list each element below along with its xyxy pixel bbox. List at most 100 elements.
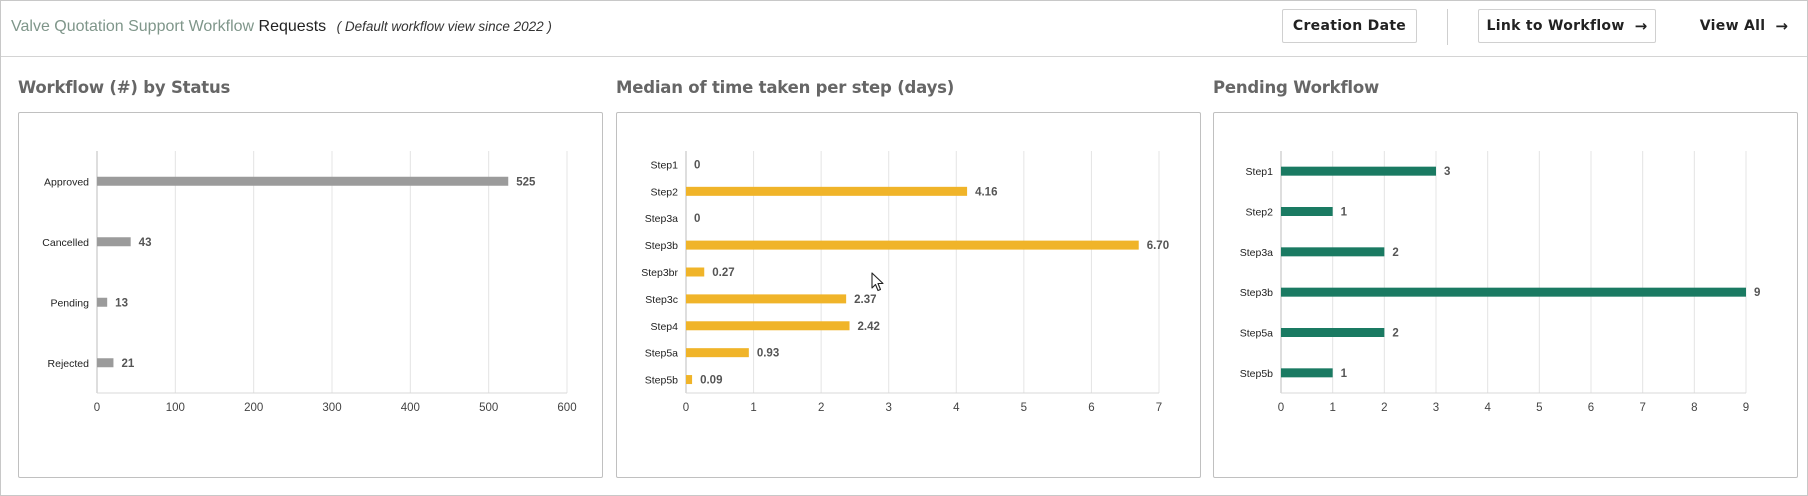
x-tick-label: 5 [1021,402,1027,414]
bar[interactable] [686,321,850,331]
bar[interactable] [1281,368,1333,378]
median-time-chart: 0 1 2 3 4 5 6 7 Step1 0 Step2 4.16 Step3a 0 Step3b 6.70… [641,151,1169,414]
data-label: 0.09 [700,375,722,387]
category-label: Step3a [645,213,678,225]
status-chart: 0 100 200 300 400 500 600 Approved 525 Cancelled 4… [42,151,577,414]
bar[interactable] [686,267,705,277]
x-tick-label: 400 [401,402,420,414]
data-label: 2 [1392,247,1398,259]
header-bar: Valve Quotation Support Workflow Request… [1,1,1807,57]
x-tick-label: 7 [1156,402,1162,414]
link-to-workflow-label: Link to Workflow [1486,18,1625,34]
category-label: Step5b [645,375,678,387]
category-label: Step1 [1246,166,1274,178]
category-label: Approved [44,176,89,188]
x-tick-label: 1 [750,402,756,414]
category-label: Step3br [641,267,678,279]
view-note: ( Default workflow view since 2022 ) [336,19,552,34]
arrow-right-icon: → [1775,17,1789,35]
bar[interactable] [1281,328,1385,337]
data-label: 1 [1341,207,1348,219]
category-label: Step5a [1240,328,1273,340]
category-label: Rejected [48,358,90,370]
data-label: 0 [694,159,700,171]
x-tick-label: 600 [557,402,576,414]
data-label: 0.27 [712,267,734,279]
bar[interactable] [1281,247,1385,257]
bar[interactable] [1281,207,1333,216]
category-label: Step5b [1240,368,1273,380]
data-label: 3 [1444,166,1450,178]
category-label: Cancelled [42,237,89,249]
x-tick-label: 2 [1381,402,1387,414]
app-name: Valve Quotation Support Workflow [11,18,255,35]
page-title: Valve Quotation Support Workflow Request… [11,18,552,36]
data-label: 9 [1754,287,1760,299]
x-tick-label: 1 [1329,402,1335,414]
x-tick-label: 8 [1691,402,1697,414]
x-tick-label: 7 [1639,402,1645,414]
x-tick-label: 200 [244,402,263,414]
x-tick-label: 9 [1743,402,1749,414]
x-tick-label: 4 [953,402,960,414]
bar[interactable] [1281,166,1436,176]
x-tick-label: 6 [1588,402,1594,414]
view-all-label: View All [1699,18,1766,34]
arrow-right-icon: → [1634,17,1648,35]
bar[interactable] [686,240,1139,250]
bar[interactable] [97,358,114,368]
x-tick-label: 3 [886,402,892,414]
x-tick-label: 4 [1484,402,1491,414]
bar[interactable] [97,237,131,247]
data-label: 2.37 [854,294,876,306]
category-label: Step4 [651,321,679,333]
x-tick-label: 0 [94,402,100,414]
header-divider [1447,9,1448,45]
category-label: Step3c [645,294,678,306]
status-chart-title: Workflow (#) by Status [18,78,231,97]
section-name: Requests [258,18,327,35]
category-label: Step5a [645,348,678,360]
creation-date-button[interactable]: Creation Date [1282,9,1417,43]
bar[interactable] [686,375,693,385]
category-label: Step3a [1240,247,1273,259]
data-label: 6.70 [1147,240,1169,252]
data-label: 4.16 [975,186,997,198]
category-label: Step2 [1246,207,1274,219]
pending-chart-panel: 0 1 2 3 4 5 6 7 8 9 Step1 3 Step2 1 Step3a 2 Step3b 9 Step… [1213,112,1798,478]
x-tick-label: 3 [1433,402,1439,414]
view-all-button[interactable]: View All → [1689,9,1799,43]
median-time-chart-panel: 0 1 2 3 4 5 6 7 Step1 0 Step2 4.16 Step3a 0 Step3b 6.70… [616,112,1201,478]
data-label: 525 [516,176,536,188]
status-chart-panel: 0 100 200 300 400 500 600 Approved 525 Cancelled 4… [18,112,603,478]
category-label: Pending [50,297,89,309]
data-label: 2.42 [858,321,880,333]
x-tick-label: 2 [818,402,824,414]
category-label: Step2 [651,186,679,198]
bar[interactable] [97,297,108,307]
median-time-chart-title: Median of time taken per step (days) [616,78,955,97]
bar[interactable] [97,176,509,186]
bar[interactable] [686,348,749,358]
data-label: 1 [1341,368,1348,380]
x-tick-label: 0 [1278,402,1284,414]
category-label: Step1 [651,159,679,171]
link-to-workflow-button[interactable]: Link to Workflow → [1478,9,1656,43]
mouse-cursor-icon [871,272,884,292]
creation-date-label: Creation Date [1292,18,1407,34]
bar[interactable] [686,186,968,196]
x-tick-label: 0 [683,402,689,414]
data-label: 21 [121,358,134,370]
data-label: 0 [694,213,700,225]
category-label: Step3b [645,240,678,252]
data-label: 43 [139,237,152,249]
category-label: Step3b [1240,287,1273,299]
x-tick-label: 6 [1088,402,1094,414]
pending-chart: 0 1 2 3 4 5 6 7 8 9 Step1 3 Step2 1 Step3a 2 Step3b 9 Step… [1240,151,1760,414]
bar[interactable] [686,294,847,304]
x-tick-label: 100 [166,402,185,414]
data-label: 13 [115,297,128,309]
data-label: 0.93 [757,348,779,360]
x-tick-label: 5 [1536,402,1542,414]
bar[interactable] [1281,287,1746,297]
